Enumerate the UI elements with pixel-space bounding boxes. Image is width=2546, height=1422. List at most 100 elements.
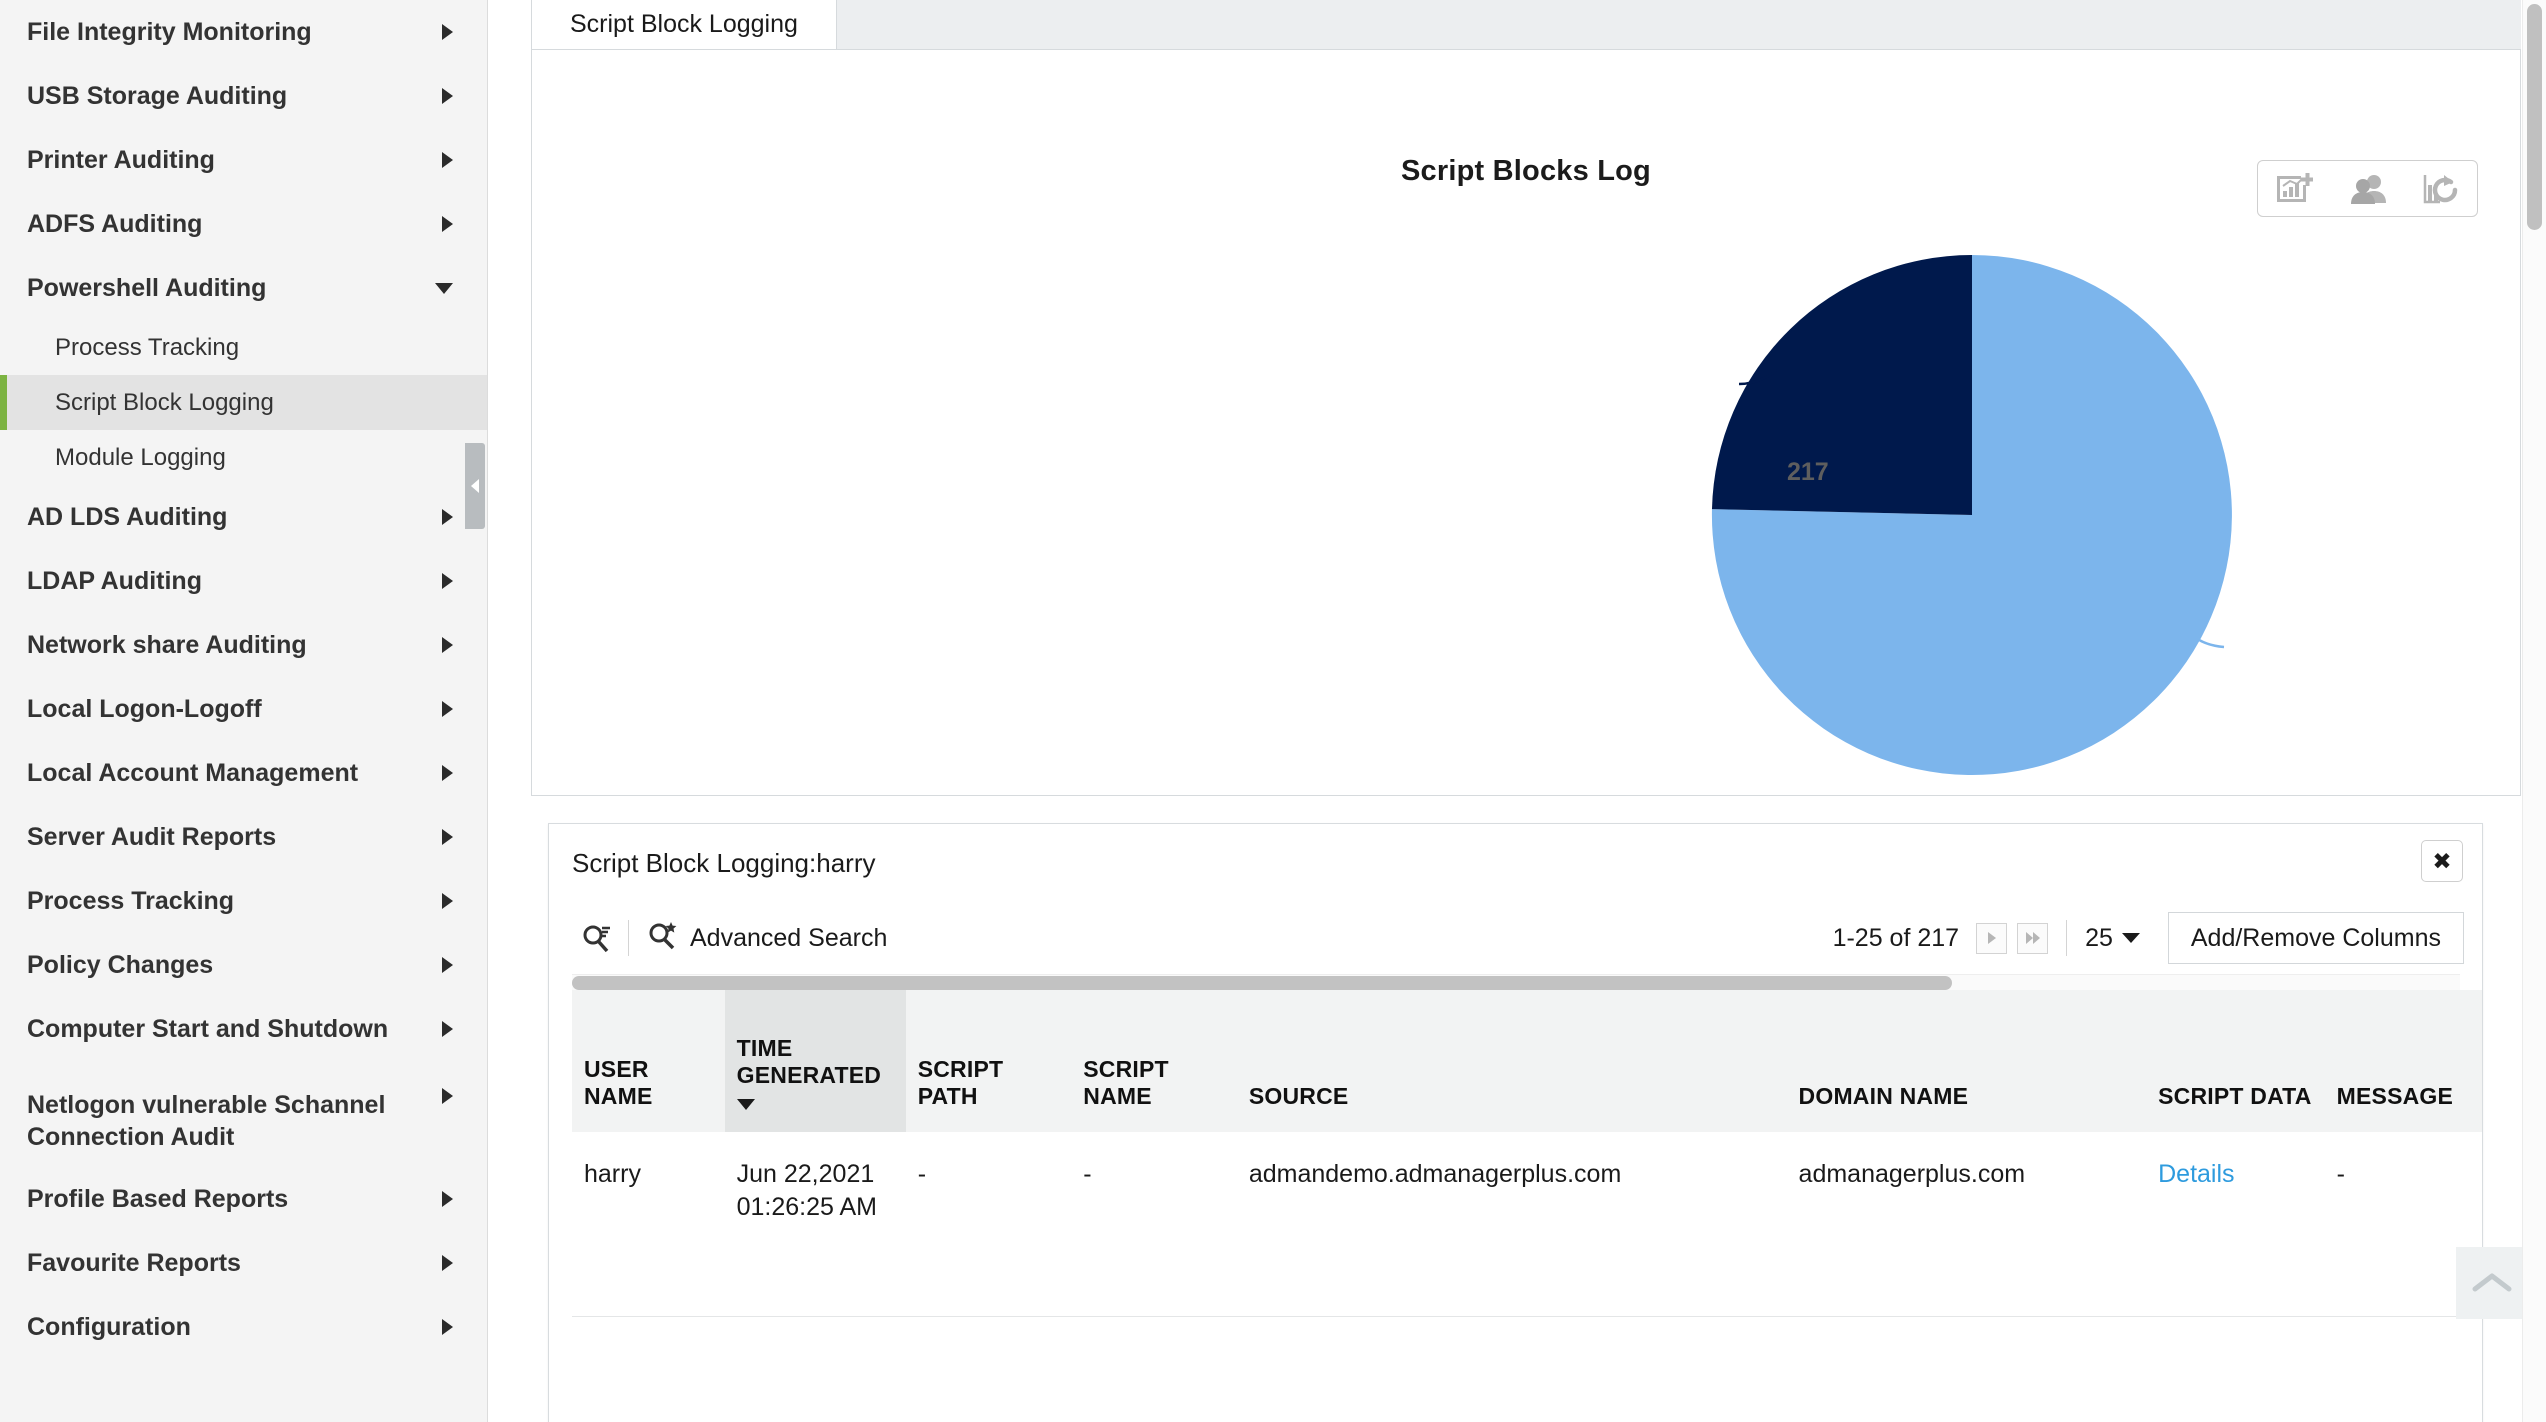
- next-page-button[interactable]: [1976, 922, 2008, 954]
- pie-chart-svg[interactable]: [1692, 235, 2252, 795]
- cell-message: -: [2324, 1132, 2482, 1317]
- col-header-message[interactable]: MESSAGE: [2324, 990, 2482, 1132]
- chevron-right-icon: [442, 509, 453, 525]
- cell-time-generated: Jun 22,2021 01:26:25 AM: [724, 1132, 906, 1317]
- sidebar-item-label: Computer Start and Shutdown: [27, 1015, 389, 1043]
- sidebar-item-netlogon-vulnerable-schannel-connection-audit[interactable]: Netlogon vulnerable Schannel Connection …: [0, 1061, 487, 1167]
- toolbar-divider: [628, 920, 629, 956]
- add-chart-icon[interactable]: [2258, 161, 2331, 216]
- page-scrollbar-thumb[interactable]: [2527, 4, 2542, 230]
- chevron-right-icon: [442, 637, 453, 653]
- sidebar-item-label: Configuration: [27, 1313, 191, 1341]
- sidebar-item-computer-start-and-shutdown[interactable]: Computer Start and Shutdown: [0, 997, 487, 1061]
- sidebar-item-file-integrity-monitoring[interactable]: File Integrity Monitoring: [0, 0, 487, 64]
- col-header-script-data[interactable]: SCRIPT DATA: [2146, 990, 2325, 1132]
- sidebar-item-favourite-reports[interactable]: Favourite Reports: [0, 1231, 487, 1295]
- pager: 1-25 of 217 25 Add/: [1833, 902, 2464, 974]
- cell-script-name: -: [1071, 1132, 1237, 1317]
- sidebar-item-usb-storage-auditing[interactable]: USB Storage Auditing: [0, 64, 487, 128]
- table-header-row: USER NAME TIME GENERATED SCRIPT PATH SCR…: [572, 990, 2482, 1132]
- last-page-button[interactable]: [2017, 922, 2049, 954]
- chart-title: Script Blocks Log: [1401, 155, 1651, 187]
- sidebar-subitem-label: Module Logging: [55, 443, 226, 471]
- sidebar-item-printer-auditing[interactable]: Printer Auditing: [0, 128, 487, 192]
- sidebar-item-label: Server Audit Reports: [27, 823, 277, 851]
- cell-script-data: Details: [2146, 1132, 2325, 1317]
- sidebar-subitem-label: Script Block Logging: [55, 388, 274, 416]
- sidebar-item-ad-lds-auditing[interactable]: AD LDS Auditing: [0, 485, 487, 549]
- sidebar-item-label: ADFS Auditing: [27, 210, 203, 238]
- sidebar-item-policy-changes[interactable]: Policy Changes: [0, 933, 487, 997]
- report-toolbar: Advanced Search 1-25 of 217: [549, 902, 2482, 974]
- chevron-right-icon: [442, 893, 453, 909]
- report-table-body: harry Jun 22,2021 01:26:25 AM - - admand…: [572, 1132, 2482, 1317]
- sidebar-item-label: AD LDS Auditing: [27, 503, 228, 531]
- advanced-search-icon: [647, 920, 677, 957]
- sidebar-item-script-block-logging[interactable]: Script Block Logging: [0, 375, 487, 430]
- col-header-user-name[interactable]: USER NAME: [572, 990, 725, 1132]
- sidebar-item-ldap-auditing[interactable]: LDAP Auditing: [0, 549, 487, 613]
- sidebar-item-label: Policy Changes: [27, 951, 214, 979]
- tab-script-block-logging[interactable]: Script Block Logging: [531, 0, 837, 49]
- sidebar-item-adfs-auditing[interactable]: ADFS Auditing: [0, 192, 487, 256]
- sidebar-item-label: Network share Auditing: [27, 631, 307, 659]
- page-size-select[interactable]: 25: [2085, 924, 2140, 953]
- sidebar-item-label: Favourite Reports: [27, 1249, 241, 1277]
- advanced-search-button[interactable]: Advanced Search: [647, 920, 887, 957]
- report-table: USER NAME TIME GENERATED SCRIPT PATH SCR…: [572, 990, 2482, 1317]
- chart-card: Script Blocks Log: [531, 50, 2521, 866]
- pie-value-label-harry: 217: [1787, 458, 1829, 486]
- tab-strip: Script Block Logging: [531, 0, 2521, 50]
- sidebar-item-configuration[interactable]: Configuration: [0, 1295, 487, 1359]
- scroll-to-top-button[interactable]: [2456, 1247, 2528, 1319]
- sidebar-item-local-logon-logoff[interactable]: Local Logon-Logoff: [0, 677, 487, 741]
- page-scrollbar[interactable]: [2522, 0, 2546, 1422]
- chevron-right-icon: [442, 573, 453, 589]
- sidebar-item-powershell-auditing[interactable]: Powershell Auditing: [0, 256, 487, 320]
- chevron-right-icon: [442, 1088, 453, 1104]
- chevron-right-icon: [442, 701, 453, 717]
- sidebar-item-label: Netlogon vulnerable Schannel Connection …: [27, 1091, 386, 1151]
- table-horizontal-scrollbar-thumb[interactable]: [572, 976, 1952, 990]
- report-table-wrapper: USER NAME TIME GENERATED SCRIPT PATH SCR…: [549, 990, 2482, 1317]
- col-header-source[interactable]: SOURCE: [1236, 990, 1787, 1132]
- sidebar-item-local-account-management[interactable]: Local Account Management: [0, 741, 487, 805]
- pie-connector-admanager: [2183, 626, 2225, 649]
- tab-label: Script Block Logging: [570, 10, 798, 38]
- sidebar-nav-list: File Integrity Monitoring USB Storage Au…: [0, 0, 487, 1359]
- sidebar-item-label: Local Account Management: [27, 759, 359, 787]
- sidebar-collapse-handle[interactable]: [465, 443, 485, 529]
- sidebar-item-label: Printer Auditing: [27, 146, 215, 174]
- add-remove-columns-button[interactable]: Add/Remove Columns: [2167, 912, 2464, 964]
- col-header-domain-name[interactable]: DOMAIN NAME: [1786, 990, 2147, 1132]
- refresh-chart-icon[interactable]: [2404, 161, 2477, 216]
- chevron-right-icon: [442, 1191, 453, 1207]
- col-header-script-name[interactable]: SCRIPT NAME: [1071, 990, 1237, 1132]
- sidebar-item-network-share-auditing[interactable]: Network share Auditing: [0, 613, 487, 677]
- chevron-right-icon: [442, 216, 453, 232]
- chevron-down-icon: [2121, 933, 2140, 943]
- column-search-icon[interactable]: [572, 923, 620, 953]
- table-horizontal-scrollbar[interactable]: [572, 974, 2460, 990]
- sidebar-item-process-tracking[interactable]: Process Tracking: [0, 869, 487, 933]
- sidebar-item-label: Profile Based Reports: [27, 1185, 289, 1213]
- chevron-right-icon: [442, 1021, 453, 1037]
- table-row[interactable]: harry Jun 22,2021 01:26:25 AM - - admand…: [572, 1132, 2482, 1317]
- chevron-right-icon: [442, 829, 453, 845]
- details-link[interactable]: Details: [2158, 1160, 2235, 1188]
- sidebar-item-profile-based-reports[interactable]: Profile Based Reports: [0, 1167, 487, 1231]
- sidebar-item-module-logging[interactable]: Module Logging: [0, 430, 487, 485]
- sidebar-subitem-label: Process Tracking: [55, 333, 240, 361]
- cell-user-name: harry: [572, 1132, 725, 1317]
- col-header-time-generated[interactable]: TIME GENERATED: [724, 990, 906, 1132]
- sidebar-item-server-audit-reports[interactable]: Server Audit Reports: [0, 805, 487, 869]
- sidebar-item-process-tracking-ps[interactable]: Process Tracking: [0, 320, 487, 375]
- users-icon[interactable]: [2331, 161, 2404, 216]
- close-icon[interactable]: ✖: [2421, 840, 2463, 882]
- sidebar-item-label: LDAP Auditing: [27, 567, 202, 595]
- sidebar-item-label: Process Tracking: [27, 887, 235, 915]
- chevron-right-icon: [442, 765, 453, 781]
- col-header-script-path[interactable]: SCRIPT PATH: [905, 990, 1072, 1132]
- main-content: Script Block Logging Script Blocks Log: [488, 0, 2546, 1422]
